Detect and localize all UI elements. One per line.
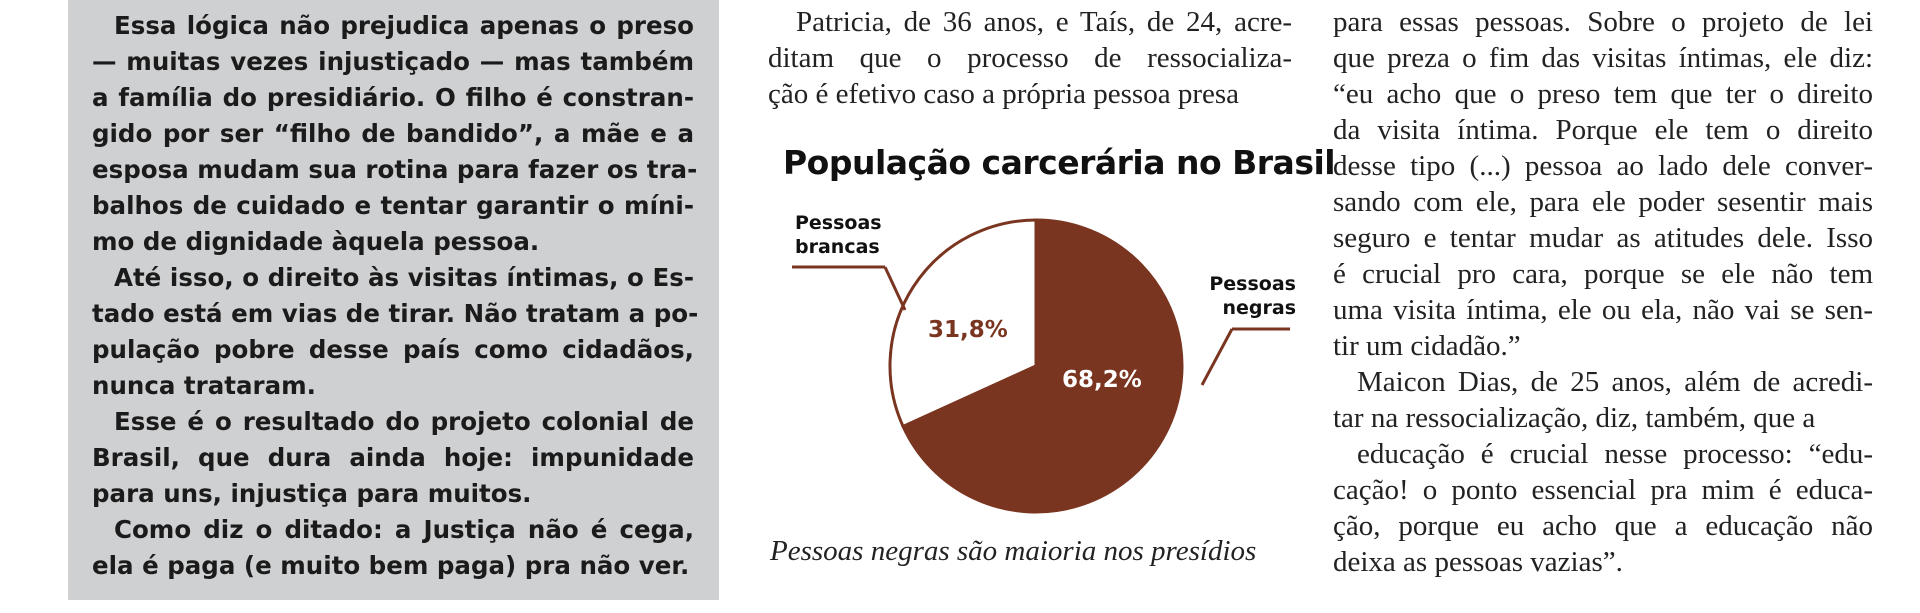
text-line: tar na ressocialização, diz, também, que… [1333,402,1816,434]
text-line: nunca trataram. [92,371,316,400]
text-line: a família do presidiário. O filho é cons… [92,83,694,112]
text-line: ditam que o processo de ressocializa- [768,42,1292,74]
label-pessoas-brancas: Pessoas brancas [795,211,882,259]
text-line: Maicon Dias, de 25 anos, além de acredi- [1357,366,1873,398]
pie-slice-brancas [888,218,1038,429]
sidebar-box [68,0,719,600]
sidebar-paragraph: Como diz o ditado: a Justiça não é cega,… [92,512,694,584]
leader-line-left-diag [883,266,907,311]
text-line: uma visita íntima, ele ou ela, não vai s… [1333,294,1873,326]
text-line: da visita íntima. Porque ele tem o direi… [1333,114,1873,146]
label-left-line2: brancas [795,236,880,258]
text-line: sando com ele, para ele poder sesentir m… [1333,186,1873,218]
label-left-line1: Pessoas [795,212,882,234]
text-line: mo de dignidade àquela pessoa. [92,227,540,256]
text-line: ela é paga (e muito bem paga) pra não ve… [92,551,690,580]
text-line: Esse é o resultado do projeto colonial d… [114,407,694,436]
pie-slice-label-brancas: 31,8% [928,317,1008,343]
text-line: tado está em vias de tirar. Não tratam a… [92,299,699,328]
text-line: “eu acho que o preso tem que ter o direi… [1333,78,1873,110]
text-line: ção, porque eu acho que a educação não [1333,510,1873,542]
sidebar-article: Essa lógica não prejudica apenas o preso… [92,8,699,584]
pie-slice-negras [901,218,1184,514]
chart-title: População carcerária no Brasil [783,143,1336,182]
chart-caption: Pessoas negras são maioria nos presídios [770,535,1257,567]
text-line: — muitas vezes injustiçado — mas também [92,47,694,76]
label-right-line2: negras [1222,297,1296,319]
text-line: pulação pobre desse país como cidadãos, [92,335,694,364]
text-line: seguro e tentar mudar as atitudes dele. … [1333,222,1873,254]
right-column-text: para essas pessoas. Sobre o projeto de l… [1333,4,1873,580]
text-line: Brasil, que dura ainda hoje: impunidade [92,443,694,472]
label-right-line1: Pessoas [1209,273,1296,295]
text-line: educação é crucial nesse processo: “edu- [1357,438,1873,470]
leader-line-right-diag [1200,328,1234,386]
text-line: que preza o fim das visitas íntimas, ele… [1333,42,1873,74]
sidebar-paragraph: Esse é o resultado do projeto colonial d… [92,404,694,512]
text-line: para essas pessoas. Sobre o projeto de l… [1333,6,1873,38]
text-line: é crucial pro cara, porque se ele não te… [1333,258,1873,290]
text-line: cação! o ponto essencial pra mim é educa… [1333,474,1873,506]
text-line: deixa as pessoas vazias”. [1333,546,1623,578]
pie-chart [792,218,1290,514]
text-line: Como diz o ditado: a Justiça não é cega, [114,515,694,544]
label-pessoas-negras: Pessoas negras [1196,272,1296,320]
text-line: Patricia, de 36 anos, e Taís, de 24, acr… [796,6,1292,38]
text-line: gido por ser “filho de bandido”, a mãe e… [92,119,694,148]
text-line: esposa mudam sua rotina para fazer os tr… [92,155,698,184]
text-line: Até isso, o direito às visitas íntimas, … [114,263,694,292]
text-line: ção é efetivo caso a própria pessoa pres… [768,78,1240,110]
text-line: para uns, injustiça para muitos. [92,479,532,508]
text-line: Essa lógica não prejudica apenas o preso [114,11,694,40]
sidebar-paragraph: Até isso, o direito às visitas íntimas, … [92,260,699,404]
text-line: desse tipo (...) pessoa ao lado dele con… [1333,150,1873,182]
text-line: balhos de cuidado e tentar garantir o mí… [92,191,694,220]
pie-slice-label-negras: 68,2% [1062,367,1142,393]
middle-column-text: Patricia, de 36 anos, e Taís, de 24, acr… [768,4,1292,112]
text-line: tir um cidadão.” [1333,330,1521,362]
sidebar-paragraph: Essa lógica não prejudica apenas o preso… [92,8,698,260]
